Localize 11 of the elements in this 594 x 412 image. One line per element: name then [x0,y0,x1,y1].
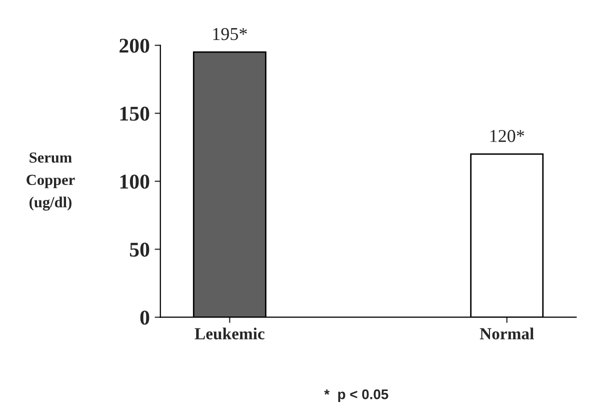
y-tick-label: 100 [120,174,150,189]
x-tick-label: Normal [480,328,534,340]
data-label: 195* [213,28,247,40]
y-tick-label: 200 [120,38,150,53]
text: * p < 0.05 [324,389,388,402]
data-label: 120* [490,130,524,142]
y-axis-title: Serum Copper (ug/dl) [26,152,75,211]
y-tick-label: 0 [140,310,150,325]
y-tick-label: 50 [130,242,150,257]
x-tick-label: Leukemic [194,328,264,340]
y-tick-label: 150 [120,106,150,121]
